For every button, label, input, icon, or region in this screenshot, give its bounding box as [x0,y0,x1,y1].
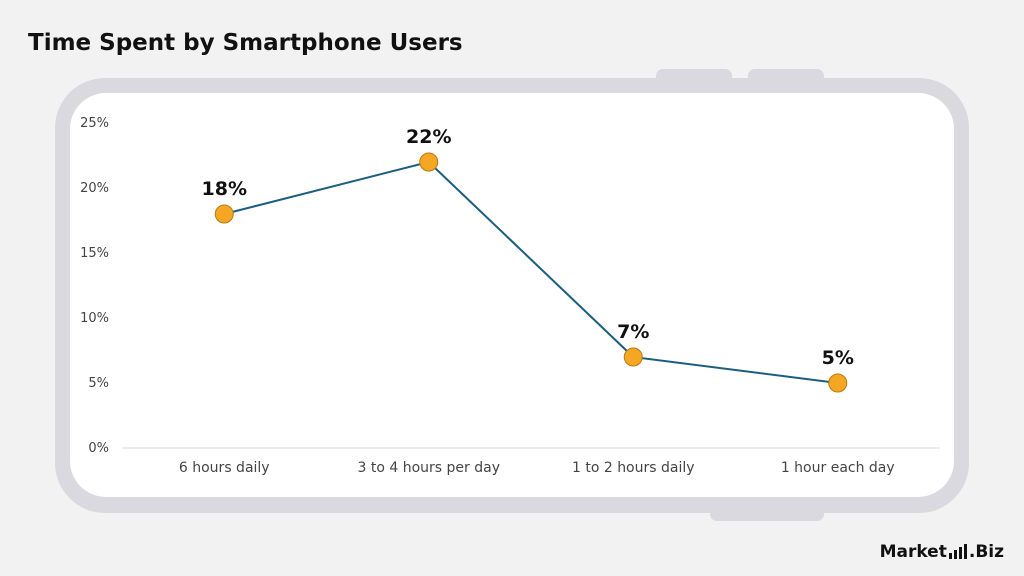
data-label: 7% [617,321,649,343]
series-line [224,160,838,384]
brand-dot: . [968,542,976,562]
y-tick-label: 0% [88,441,109,456]
brand-bars-icon [948,544,967,559]
chart-title: Time Spent by Smartphone Users [28,30,463,56]
data-point [214,204,234,224]
data-label: 5% [822,347,854,369]
y-tick-label: 5% [88,376,109,391]
brand-name-right: Biz [975,542,1004,562]
brand-name-left: Market [879,542,947,562]
brand-logo: Market . Biz [880,542,1004,562]
data-label: 18% [202,178,247,200]
data-point [828,373,848,393]
x-category-label: 6 hours daily [179,460,270,476]
y-tick-label: 10% [80,311,109,326]
y-tick-label: 20% [80,181,109,196]
data-point [623,347,643,367]
x-category-label: 3 to 4 hours per day [358,460,501,476]
x-category-label: 1 to 2 hours daily [572,460,695,476]
data-point [419,152,439,172]
y-tick-label: 25% [80,116,109,131]
x-category-label: 1 hour each day [781,460,895,476]
phone-frame [55,69,969,521]
data-label: 22% [406,126,451,148]
y-tick-label: 15% [80,246,109,261]
